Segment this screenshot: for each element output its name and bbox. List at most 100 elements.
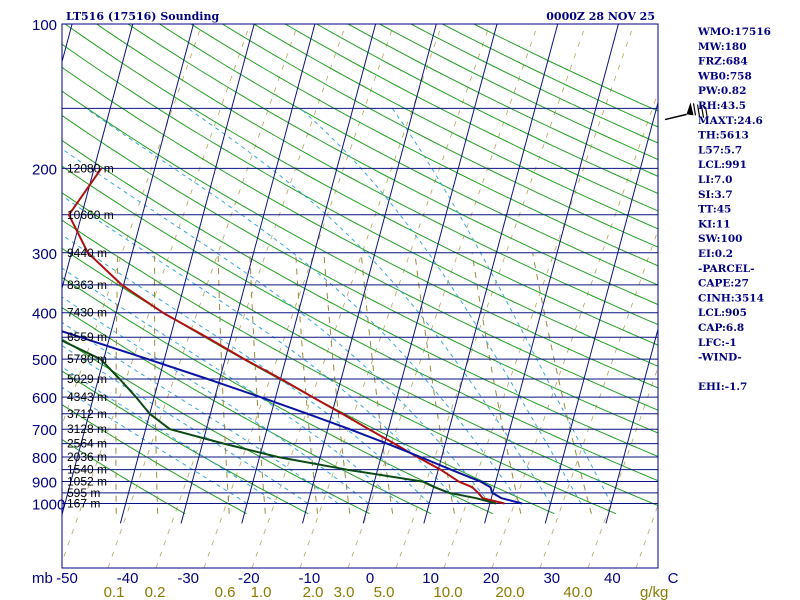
diagram-grid <box>62 24 658 568</box>
height-label: 3712 m <box>67 407 107 421</box>
height-label: 2564 m <box>67 437 107 451</box>
moist-adiabat-line <box>391 108 612 504</box>
background-guide-line <box>395 24 587 568</box>
height-label: 5029 m <box>67 372 107 386</box>
mixing-ratio-tick-label: 0.2 <box>145 584 166 600</box>
temperature-tick-label: -50 <box>56 570 78 587</box>
isotherm-line <box>423 24 559 524</box>
mixing-ratio-tick-label: 40.0 <box>563 584 592 600</box>
index-value: CAPE:27 <box>698 278 749 290</box>
pressure-tick-label: 600 <box>32 390 57 407</box>
chart-title: LT516 (17516) Sounding <box>66 10 219 23</box>
mixing-ratio-line <box>360 252 394 514</box>
isotherm-line <box>119 24 255 524</box>
index-value: PW:0.82 <box>698 85 746 97</box>
moist-adiabat-line <box>62 386 248 504</box>
dry-adiabat-line <box>62 276 494 515</box>
wind-barb-pennant <box>686 102 694 116</box>
trace-parcel <box>62 330 523 505</box>
moist-adiabat-line <box>62 234 430 504</box>
background-guide-line <box>107 24 299 568</box>
wind-barb-flag <box>696 104 701 117</box>
height-label: 3128 m <box>67 422 107 436</box>
height-label: 4343 m <box>67 390 107 404</box>
temperature-tick-label: 0 <box>366 570 374 587</box>
background-guide-line <box>587 366 658 568</box>
index-value: TT:45 <box>698 204 731 216</box>
wind-barb-staff <box>664 113 687 121</box>
profile-traces <box>62 167 523 505</box>
mixing-ratio-line <box>323 252 351 514</box>
index-value: KI:11 <box>698 218 731 230</box>
temperature-tick-label: -10 <box>299 570 321 587</box>
mixing-ratio-tick-label: 1.0 <box>251 584 272 600</box>
temperature-tick-label: 10 <box>422 570 439 587</box>
mixing-ratio-line <box>471 252 522 514</box>
moist-adiabat-line <box>300 108 582 504</box>
wind-barb-flag <box>704 106 709 120</box>
dry-adiabat-line <box>62 338 370 515</box>
index-value: CINH:3514 <box>698 292 764 304</box>
mixing-ratio-tick-label: 5.0 <box>374 584 395 600</box>
height-label: 9440 m <box>67 246 107 260</box>
background-guide-line <box>491 91 658 568</box>
temperature-tick-label: -30 <box>177 570 199 587</box>
temperature-tick-label: C <box>668 570 679 587</box>
temperature-tick-label: -20 <box>238 570 260 587</box>
dry-adiabat-line <box>64 24 658 346</box>
pressure-tick-label: 300 <box>32 246 57 263</box>
isotherm-line <box>484 24 619 524</box>
dry-adiabat-line <box>62 219 617 515</box>
height-label: 12080 m <box>67 161 114 175</box>
mixing-ratio-line <box>249 252 266 514</box>
dry-adiabat-line <box>127 24 658 306</box>
moist-adiabat-line <box>62 148 491 504</box>
pressure-tick-label: 800 <box>32 450 57 467</box>
mixing-ratio-line <box>532 252 592 514</box>
height-label: 1540 m <box>67 463 107 477</box>
pressure-tick-label: 900 <box>32 475 57 492</box>
index-value: RH:43.5 <box>698 100 746 112</box>
index-value: WMO:17516 <box>697 26 771 38</box>
mixing-ratio-tick-label: 20.0 <box>495 584 524 600</box>
background-guide-line <box>155 24 347 568</box>
index-value: EHI:-1.7 <box>698 381 747 393</box>
dry-adiabat-line <box>252 24 658 230</box>
pressure-tick-label: 100 <box>32 17 57 34</box>
mixing-ratio-line <box>295 252 318 514</box>
mixing-ratio-tick-label: 3.0 <box>334 584 355 600</box>
dry-adiabat-line <box>62 438 186 515</box>
index-value: MAXT:24.6 <box>698 115 763 127</box>
dry-adiabat-line <box>158 24 658 286</box>
isotherm-line <box>362 24 498 524</box>
index-value: L57:5.7 <box>698 144 742 156</box>
index-value: LFC:-1 <box>698 337 737 349</box>
wind-barb <box>664 102 709 121</box>
index-value: FRZ:684 <box>698 56 748 68</box>
wind-barb-flag <box>692 103 697 116</box>
background-guide-line <box>251 24 443 568</box>
trace-dewpoint <box>62 339 497 505</box>
dry-adiabat-line <box>62 192 658 507</box>
height-label: 167 m <box>67 497 100 511</box>
index-value: TH:5613 <box>698 130 749 142</box>
mixing-ratio-line <box>115 252 119 514</box>
height-label: 5780 m <box>67 352 107 366</box>
dry-adiabat-line <box>62 43 658 367</box>
dry-adiabat-line <box>62 370 309 515</box>
temperature-tick-label: -40 <box>117 570 139 587</box>
background-guide-line <box>539 228 658 568</box>
moist-adiabat-line <box>62 195 460 504</box>
height-label: 10660 m <box>67 208 114 222</box>
dry-adiabat-line <box>189 24 658 267</box>
moist-adiabat-line <box>62 345 309 504</box>
dry-adiabat-line <box>62 165 658 482</box>
trace-temperature <box>67 167 505 505</box>
moist-adiabat-line <box>85 107 521 504</box>
height-label: 7430 m <box>67 306 107 320</box>
dry-adiabat-line <box>62 114 658 434</box>
index-value: SW:100 <box>698 233 742 245</box>
pressure-tick-label: 400 <box>32 306 57 323</box>
